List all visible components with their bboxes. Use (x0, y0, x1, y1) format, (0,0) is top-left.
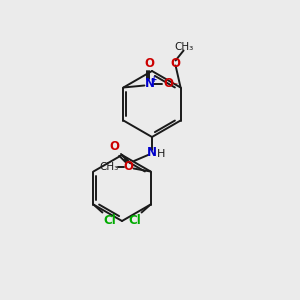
Text: N: N (147, 146, 157, 160)
Text: H: H (157, 149, 165, 159)
Text: +: + (150, 75, 157, 84)
Text: O: O (144, 57, 154, 70)
Text: O: O (171, 57, 181, 70)
Text: O: O (124, 160, 134, 173)
Text: CH₃: CH₃ (99, 161, 118, 172)
Text: N: N (144, 77, 154, 90)
Text: O: O (109, 140, 119, 152)
Text: Cl: Cl (103, 214, 116, 227)
Text: CH₃: CH₃ (174, 43, 193, 52)
Text: O: O (164, 77, 173, 90)
Text: Cl: Cl (128, 214, 141, 227)
Text: ⁻: ⁻ (172, 82, 177, 92)
